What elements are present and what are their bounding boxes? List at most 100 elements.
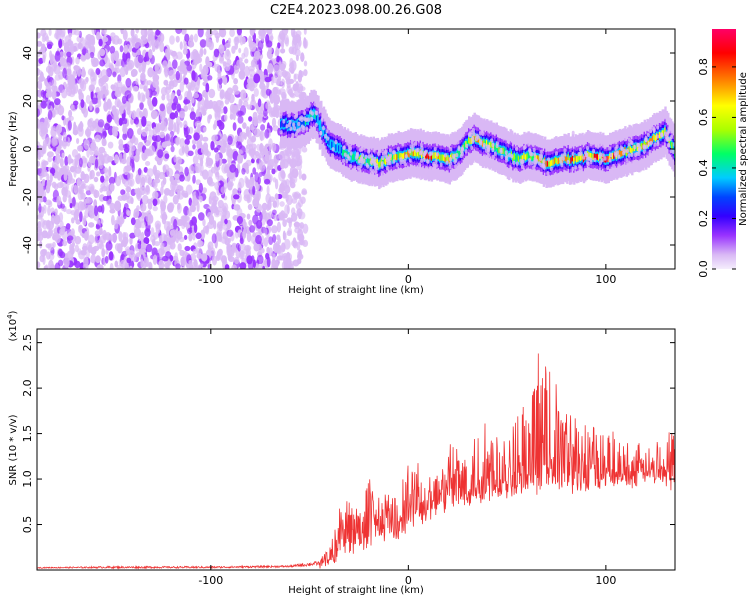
noise-speckle — [45, 137, 52, 147]
ridge-core — [391, 155, 395, 162]
ridge-core — [567, 153, 570, 161]
noise-speckle — [217, 69, 222, 80]
noise-speckle — [287, 88, 293, 96]
ridge-speckle — [324, 133, 327, 139]
noise-speckle — [258, 34, 266, 40]
ridge-core — [549, 160, 552, 167]
noise-speckle — [122, 232, 127, 239]
ridge-speckle — [319, 139, 323, 145]
snr-y-tick-label: 1.0 — [21, 470, 34, 488]
ridge-speckle — [601, 153, 605, 158]
ridge-core — [394, 153, 398, 160]
noise-speckle — [59, 228, 65, 236]
colorbar-label: Normalized spectral amplitude — [738, 72, 749, 226]
ridge-core — [336, 143, 339, 151]
ridge-speckle — [418, 162, 422, 167]
noise-speckle — [135, 78, 139, 86]
noise-speckle — [46, 151, 54, 158]
ridge-speckle — [430, 151, 433, 156]
noise-speckle — [109, 262, 114, 269]
noise-speckle — [100, 175, 105, 183]
noise-speckle — [114, 200, 122, 212]
noise-speckle — [153, 178, 161, 184]
noise-speckle — [239, 237, 244, 245]
noise-speckle — [89, 51, 95, 59]
noise-speckle — [83, 231, 89, 241]
noise-speckle — [210, 140, 215, 151]
ridge-core — [463, 143, 467, 150]
noise-speckle — [177, 203, 181, 210]
ridge-core — [487, 141, 490, 148]
ridge-speckle — [552, 140, 555, 145]
ridge-speckle — [363, 138, 367, 144]
noise-speckle — [184, 245, 191, 252]
noise-speckle — [192, 174, 196, 184]
ridge-speckle — [625, 158, 629, 163]
ridge-speckle — [533, 157, 537, 162]
ridge-speckle — [667, 129, 671, 134]
ridge-speckle — [531, 142, 535, 148]
noise-speckle — [102, 195, 110, 202]
ridge-speckle — [530, 161, 534, 166]
noise-speckle — [154, 241, 161, 247]
ridge-speckle — [505, 158, 509, 163]
noise-speckle — [113, 82, 119, 92]
noise-speckle — [259, 74, 265, 85]
ridge-speckle — [381, 179, 385, 184]
noise-speckle — [251, 93, 255, 102]
noise-speckle — [122, 240, 127, 248]
noise-speckle — [164, 153, 170, 160]
noise-speckle — [71, 217, 75, 224]
snr-y-tick-label: 0.5 — [21, 516, 34, 534]
noise-speckle — [131, 134, 136, 143]
noise-speckle — [130, 68, 138, 77]
noise-speckle — [207, 212, 213, 220]
ridge-core — [658, 131, 662, 139]
ridge-core — [646, 139, 649, 146]
ridge-speckle — [415, 148, 419, 153]
snr-x-tick-label: -100 — [198, 574, 223, 587]
noise-speckle — [98, 154, 105, 161]
noise-speckle — [191, 216, 198, 226]
ridge-speckle — [470, 145, 474, 150]
ridge-core — [551, 159, 554, 166]
ridge-core — [509, 150, 512, 157]
noise-speckle — [236, 59, 242, 69]
noise-speckle — [63, 257, 70, 268]
noise-speckle — [300, 54, 305, 61]
ridge-core — [329, 141, 333, 148]
ridge-core — [620, 150, 623, 157]
ridge-core — [327, 137, 330, 144]
noise-speckle — [98, 146, 106, 154]
ridge-core — [477, 136, 481, 143]
noise-speckle — [169, 80, 175, 86]
ridge-speckle — [583, 167, 587, 173]
ridge-speckle — [563, 148, 567, 153]
ridge-speckle — [571, 166, 575, 171]
noise-speckle — [114, 62, 120, 69]
noise-speckle — [111, 233, 118, 243]
noise-speckle — [104, 82, 109, 92]
ridge-core — [412, 150, 416, 157]
noise-speckle — [172, 54, 179, 60]
ridge-speckle — [334, 139, 338, 145]
ridge-speckle — [419, 142, 423, 148]
noise-speckle — [155, 29, 161, 36]
noise-speckle — [127, 170, 131, 181]
noise-speckle — [256, 143, 261, 151]
noise-speckle — [205, 82, 210, 93]
noise-speckle — [60, 203, 65, 209]
ridge-speckle — [342, 158, 345, 163]
noise-speckle — [296, 241, 301, 251]
noise-speckle — [198, 182, 203, 193]
ridge-speckle — [625, 148, 629, 154]
noise-speckle — [74, 209, 80, 217]
ridge-speckle — [546, 144, 550, 150]
ridge-core — [407, 150, 410, 157]
noise-speckle — [277, 42, 281, 49]
ridge-core — [521, 155, 525, 162]
noise-speckle — [107, 141, 114, 149]
noise-speckle — [197, 29, 204, 38]
noise-speckle — [271, 142, 277, 152]
